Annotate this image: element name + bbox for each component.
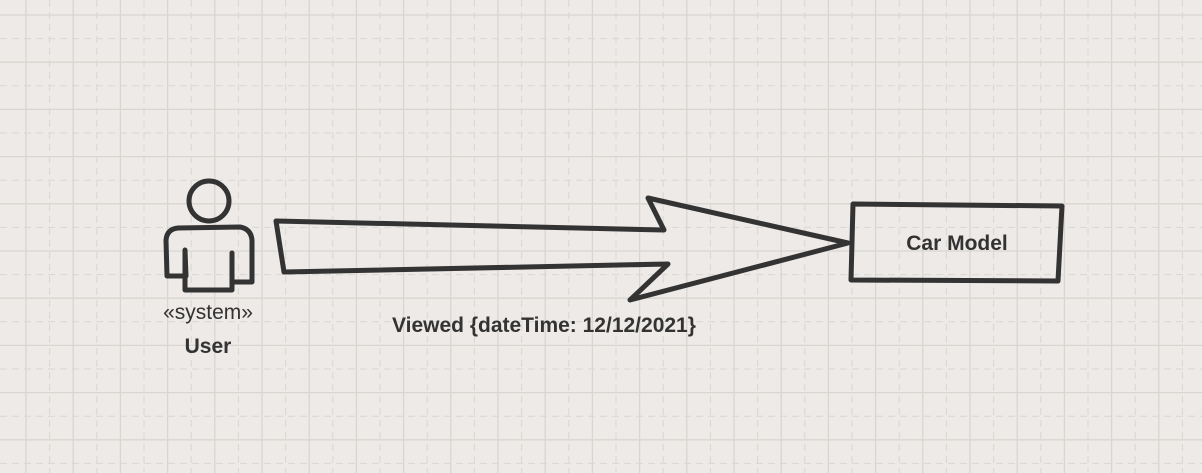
class-name[interactable]: Car Model [906,232,1008,255]
class-box[interactable] [848,201,1065,284]
actor-body [163,224,255,293]
association-label[interactable]: Viewed {dateTime: 12/12/2021} [392,314,696,337]
actor-stereotype: «system» [163,301,253,324]
actor-head [186,178,232,224]
block-arrow-shape [273,195,851,303]
association-arrow[interactable] [273,195,851,303]
actor-name[interactable]: User [184,335,232,358]
class-box-border [848,201,1065,284]
actor-figure-icon[interactable] [163,178,255,293]
